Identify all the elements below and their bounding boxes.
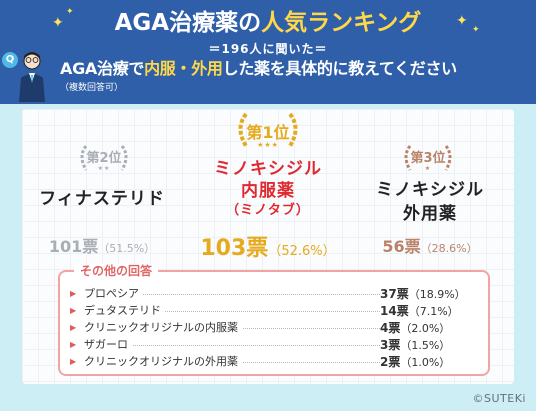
sparkle-icon: ✦ (456, 13, 468, 29)
question-prefix: AGA治療で (60, 59, 145, 78)
rank-1-votes: 103票（52.6%） (180, 230, 356, 262)
triangle-bullet-icon: ▶ (70, 289, 77, 298)
question-text: AGA治療で内服・外用した薬を具体的に教えてください (60, 58, 457, 80)
laurel-wreath-icon (404, 145, 452, 171)
laurel-wreath-icon (80, 145, 128, 171)
list-item: ▶ ザガーロ 3票（1.5%） (70, 337, 480, 353)
rank-2-name: フィナステリド (39, 189, 165, 209)
rank-3-name: ミノキシジル 外用薬 (356, 178, 504, 226)
dotted-leader (84, 294, 380, 295)
star-icon: ★★★ (257, 141, 279, 149)
triangle-bullet-icon: ▶ (70, 357, 77, 366)
list-item-count: 3票（1.5%） (380, 337, 480, 354)
rank-3-badge: 第3位 ★ (398, 140, 458, 176)
triangle-bullet-icon: ▶ (70, 306, 77, 315)
list-item-label: クリニックオリジナルの外用薬 (84, 354, 242, 370)
rank-1-name-line1: ミノキシジル (214, 159, 322, 179)
list-item-votes: 3票 (380, 338, 401, 352)
list-item: ▶ クリニックオリジナルの内服薬 4票（2.0%） (70, 320, 480, 336)
triangle-bullet-icon: ▶ (70, 323, 77, 332)
list-item-pct: （1.0%） (400, 356, 451, 369)
question-note: （複数回答可） (60, 83, 124, 93)
rank-1-badge: 第1位 ★★★ (232, 108, 304, 154)
list-item-label: プロペシア (84, 286, 143, 302)
laurel-wreath-icon (238, 112, 298, 148)
rank-1-name-line3: （ミノタブ） (226, 203, 310, 218)
list-item-count: 4票（2.0%） (380, 320, 480, 337)
star-icon: ★ (424, 165, 432, 172)
list-item-pct: （1.5%） (400, 339, 451, 352)
rank-1-pct: （52.6%） (268, 244, 336, 259)
survey-line: ＝196人に聞いた＝ (208, 42, 328, 56)
list-item-votes: 2票 (380, 355, 401, 369)
rank-1-name-line2: 内服薬 (241, 181, 295, 201)
rank-3-pct: （28.6%） (420, 242, 478, 255)
question-suffix: した薬を具体的に教えてください (222, 59, 458, 78)
person-icon (19, 52, 45, 102)
rank-1-count: 103票 (200, 236, 269, 261)
rank-3-name-line1: ミノキシジル (376, 180, 484, 200)
star-icon: ★★ (97, 165, 111, 172)
list-item-count: 14票（7.1%） (380, 303, 480, 320)
list-item: ▶ クリニックオリジナルの外用薬 2票（1.0%） (70, 354, 480, 370)
sparkle-icon: ✦ (52, 15, 64, 31)
dotted-leader (84, 345, 380, 346)
list-item-pct: （2.0%） (400, 322, 451, 335)
list-item-label: デュタステリド (84, 303, 165, 319)
title-part2: 人気ランキング (261, 10, 422, 36)
dotted-leader (84, 311, 380, 312)
rank-3-votes: 56票（28.6%） (356, 233, 504, 257)
q-badge: Q (2, 52, 18, 68)
list-item: ▶ デュタステリド 14票（7.1%） (70, 303, 480, 319)
list-item-votes: 37票 (380, 287, 409, 301)
other-answers-box: ▶ プロペシア 37票（18.9%） ▶ デュタステリド 14票（7.1%） ▶… (58, 270, 490, 376)
list-item-label: ザガーロ (84, 337, 132, 353)
list-item-votes: 4票 (380, 321, 401, 335)
title-part1: AGA治療薬の (114, 10, 262, 36)
list-item-pct: （18.9%） (408, 288, 466, 301)
list-item-count: 2票（1.0%） (380, 354, 480, 371)
sparkle-icon: ✦ (66, 7, 74, 17)
rank-2-pct: （51.5%） (98, 242, 156, 255)
rank-3-count: 56票 (382, 237, 421, 256)
rank-1-name: ミノキシジル 内服薬 （ミノタブ） (192, 158, 344, 220)
rank-2-votes: 101票（51.5%） (22, 233, 182, 257)
sparkle-icon: ✦ (472, 25, 480, 35)
rank-2-count: 101票 (48, 237, 99, 256)
rank-3-label: 第3位 (410, 151, 446, 166)
rank-2-badge: 第2位 ★★ (74, 140, 134, 176)
list-item-votes: 14票 (380, 304, 409, 318)
question-highlight: 内服・外用 (144, 59, 223, 78)
rank-2-label: 第2位 (86, 151, 122, 166)
list-item-pct: （7.1%） (408, 305, 459, 318)
rank-3-name-line2: 外用薬 (403, 204, 457, 224)
list-item-label: クリニックオリジナルの内服薬 (84, 320, 242, 336)
list-item-count: 37票（18.9%） (380, 286, 480, 303)
credit-text: ©SUTEKi (472, 392, 526, 405)
triangle-bullet-icon: ▶ (70, 340, 77, 349)
other-answers-title: その他の回答 (74, 264, 159, 278)
page-title: AGA治療薬の人気ランキング (0, 8, 536, 38)
list-item: ▶ プロペシア 37票（18.9%） (70, 286, 480, 302)
rank-1-label: 第1位 (246, 123, 290, 142)
header-banner: ✦ ✦ ✦ ✦ AGA治療薬の人気ランキング ＝196人に聞いた＝ Q AGA治… (0, 0, 536, 104)
